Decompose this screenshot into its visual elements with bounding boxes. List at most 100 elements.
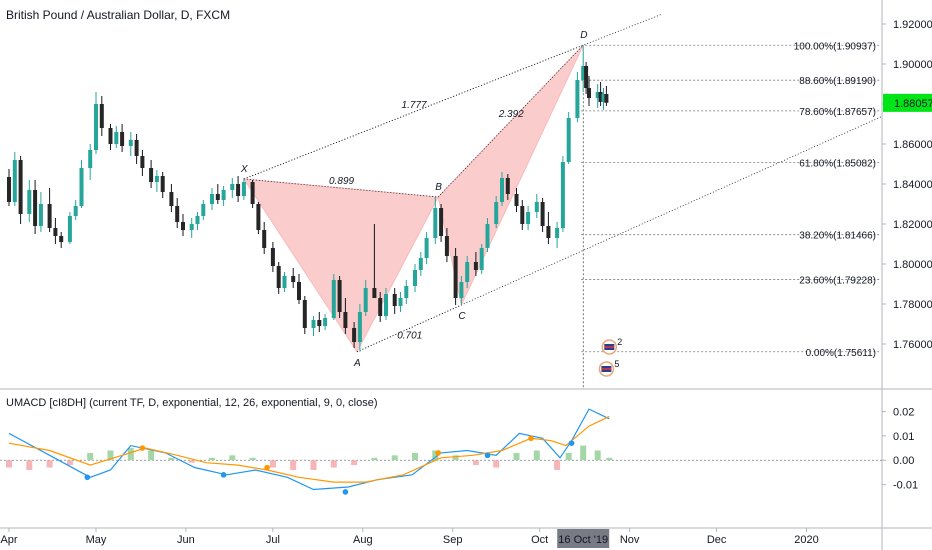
candle-body (256, 204, 261, 230)
last-price-label: 1.88057 (894, 98, 932, 110)
price-axis: 1.920001.900001.880001.860001.840001.820… (882, 19, 932, 351)
candle-body (18, 160, 23, 214)
macd-axis: 0.02 0.01 0.00 -0.01 (882, 406, 918, 492)
candle-body (59, 236, 64, 242)
macd-histogram-bar (107, 450, 114, 461)
time-tick-label: Dec (707, 534, 727, 546)
candle-body (413, 270, 417, 286)
macd-cross-dot (528, 435, 534, 442)
time-tick-label: 2020 (794, 534, 818, 546)
candle-body (444, 236, 449, 256)
candle-body (372, 288, 377, 298)
candle-body (215, 194, 220, 200)
macd-cross-dot (220, 472, 227, 478)
candle-body (114, 132, 119, 144)
macd-histogram-bar (87, 452, 94, 461)
candle-body (291, 276, 296, 282)
macd-histogram-bar (127, 448, 134, 461)
candle-body (520, 206, 525, 224)
macd-histogram-bar (391, 455, 398, 461)
candle-body (534, 202, 539, 212)
candle-body (311, 320, 316, 328)
macd-histogram-bar (188, 460, 195, 463)
macd-indicator (0, 408, 882, 495)
candle-body (500, 178, 504, 202)
fib-label: 23.60%(1.79228) (799, 275, 876, 286)
time-tick-label: Nov (620, 534, 640, 546)
time-tick-label: Aug (353, 534, 373, 546)
pattern-point-b: B (435, 182, 442, 193)
candle-body (473, 262, 478, 270)
candle-body (38, 204, 43, 226)
candle-body (33, 190, 38, 226)
macd-title: UMACD [cI8DH] (current TF, D, exponentia… (6, 397, 378, 409)
macd-histogram-bar (168, 457, 175, 461)
candle-body (128, 140, 133, 146)
price-tick-label: 1.76000 (893, 339, 932, 351)
candle-body (384, 294, 388, 316)
candle-body (134, 140, 139, 156)
macd-cross-dot (435, 450, 442, 456)
price-tick-label: 1.78000 (893, 299, 932, 311)
macd-histogram-bar (290, 460, 297, 470)
candle-body (317, 320, 322, 326)
candle-body (175, 206, 180, 222)
xab-triangle (242, 178, 439, 353)
pattern-point-c: C (458, 311, 466, 322)
event-count-label: 5 (614, 359, 619, 369)
candle-body (282, 276, 287, 288)
candle-body (230, 184, 235, 190)
price-tick-label: 1.82000 (893, 219, 932, 231)
pattern-point-x: X (240, 164, 248, 175)
macd-tick-label: 0.01 (893, 431, 914, 443)
candle-body (505, 178, 510, 194)
macd-tick-label: 0.02 (893, 406, 914, 418)
crosshair-date-label: 16 Oct '19 (558, 534, 608, 546)
candle-body (433, 208, 438, 238)
macd-cross-dot (264, 464, 270, 471)
candle-body (424, 238, 429, 258)
candle-body (587, 88, 591, 98)
time-tick-label: Sep (443, 534, 463, 546)
price-tick-label: 1.80000 (893, 259, 932, 271)
candle-body (241, 182, 246, 196)
macd-histogram-bar (310, 460, 317, 470)
fib-levels: 100.00%(1.90937) 88.60%(1.89190) 78.60%(1.… (581, 41, 880, 359)
candle-body (337, 280, 342, 312)
candle-body (378, 298, 383, 316)
candle-body (546, 226, 551, 238)
candle-body (540, 202, 545, 226)
pattern-ratio-label: 1.777 (402, 100, 427, 111)
time-tick-label: Jul (266, 534, 280, 546)
candle-body (160, 176, 165, 192)
macd-histogram-bar (46, 460, 53, 468)
price-tick-label: 1.86000 (893, 139, 932, 151)
candle-body (201, 204, 206, 216)
candle-body (53, 228, 58, 236)
candle-body (439, 208, 444, 236)
macd-histogram-bar (594, 450, 601, 461)
candle-body (210, 194, 214, 204)
candle-body (297, 282, 301, 300)
macd-histogram-bar (513, 452, 520, 461)
candle-body (514, 194, 519, 206)
candle-body (323, 318, 328, 326)
price-tick-label: 1.90000 (893, 59, 932, 71)
candle-body (584, 66, 589, 88)
trend-channel (243, 13, 883, 388)
candle-body (459, 282, 464, 298)
candle-body (67, 216, 72, 242)
fib-label: 0.00%(1.75611) (806, 348, 876, 359)
candle-body (352, 328, 357, 342)
macd-histogram-bar (565, 452, 572, 461)
macd-histogram-bar (351, 460, 358, 466)
macd-histogram-bar (6, 460, 12, 468)
chart-title: British Pound / Australian Dollar, D, FX… (6, 8, 230, 22)
fib-label: 78.60%(1.87657) (799, 107, 876, 118)
macd-histogram-bar (330, 460, 337, 468)
macd-line (8, 408, 610, 491)
candle-body (363, 288, 368, 312)
pattern-point-a: A (353, 358, 361, 369)
candle-body (331, 280, 336, 318)
macd-histogram-bar (26, 460, 33, 470)
